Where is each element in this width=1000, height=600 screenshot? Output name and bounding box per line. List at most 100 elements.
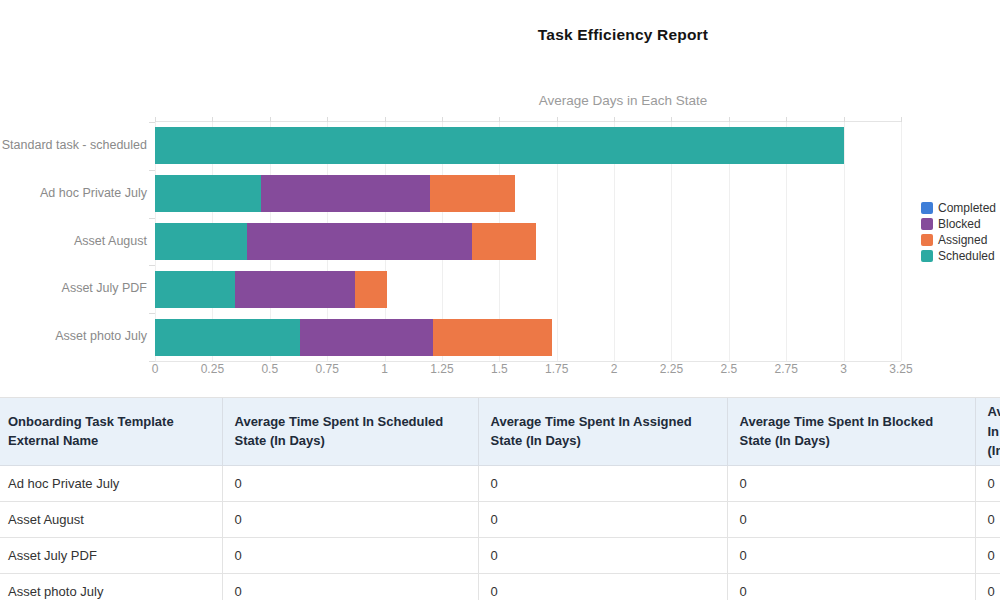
table-row: Asset July PDF0000	[0, 537, 1000, 573]
axis-tick	[149, 122, 155, 123]
bar-segment[interactable]	[261, 175, 431, 212]
x-axis-tick-label: 3.25	[889, 362, 912, 376]
bar-segment[interactable]	[235, 271, 354, 308]
legend-swatch	[921, 250, 933, 262]
x-axis-tick-label: 0	[152, 362, 159, 376]
value-cell: 0	[727, 465, 975, 501]
axis-tick	[270, 117, 271, 122]
x-axis-tick-label: 0.25	[201, 362, 224, 376]
bar-segment[interactable]	[155, 223, 247, 260]
category-label: Asset August	[74, 233, 147, 249]
axis-tick	[149, 265, 155, 266]
bar-segment[interactable]	[155, 175, 261, 212]
table-row: Asset photo July0000	[0, 573, 1000, 600]
axis-tick	[614, 117, 615, 122]
legend-label: Blocked	[938, 217, 981, 231]
x-axis-tick-label: 3	[840, 362, 847, 376]
table-header-row: Onboarding Task Template External NameAv…	[0, 398, 1000, 465]
x-axis-tick-label: 0.5	[261, 362, 278, 376]
value-cell: 0	[975, 573, 1000, 600]
legend-label: Scheduled	[938, 249, 995, 263]
x-axis-tick-label: 2.75	[775, 362, 798, 376]
bar-segment[interactable]	[247, 223, 472, 260]
chart-title: Average Days in Each State	[246, 93, 1000, 108]
table-header-cell: Onboarding Task Template External Name	[0, 398, 222, 465]
legend-swatch	[921, 218, 933, 230]
value-cell: 0	[222, 501, 478, 537]
legend-label: Completed	[938, 201, 996, 215]
axis-tick	[786, 117, 787, 122]
value-cell: 0	[975, 501, 1000, 537]
axis-tick	[155, 117, 156, 122]
task-name-cell: Asset August	[0, 501, 222, 537]
bar-segment[interactable]	[155, 271, 235, 308]
axis-tick	[149, 170, 155, 171]
axis-tick	[671, 117, 672, 122]
value-cell: 0	[975, 537, 1000, 573]
value-cell: 0	[727, 501, 975, 537]
table-row: Asset August0000	[0, 501, 1000, 537]
axis-tick	[149, 313, 155, 314]
value-cell: 0	[975, 465, 1000, 501]
axis-tick	[499, 117, 500, 122]
category-label: Asset July PDF	[62, 280, 147, 296]
axis-tick	[901, 117, 902, 122]
bar-segment[interactable]	[155, 319, 300, 356]
axis-tick	[557, 117, 558, 122]
axis-tick	[212, 117, 213, 122]
bar-segment[interactable]	[355, 271, 387, 308]
x-axis-tick-label: 1.5	[491, 362, 508, 376]
value-cell: 0	[727, 573, 975, 600]
task-name-cell: Asset July PDF	[0, 537, 222, 573]
x-axis-tick-label: 1.25	[430, 362, 453, 376]
gridline	[901, 122, 902, 361]
value-cell: 0	[478, 573, 727, 600]
axis-tick	[442, 117, 443, 122]
value-cell: 0	[727, 537, 975, 573]
legend-item[interactable]: Completed	[921, 200, 996, 216]
axis-tick	[729, 117, 730, 122]
table-header-cell: Average Time Spent In Scheduled State (I…	[222, 398, 478, 465]
x-axis-tick-label: 1	[381, 362, 388, 376]
axis-tick	[844, 117, 845, 122]
report-table: Onboarding Task Template External NameAv…	[0, 398, 1000, 600]
table-header-cell: Average Time Spent In Completed State (I…	[975, 398, 1000, 465]
bar-segment[interactable]	[155, 127, 844, 164]
bar-segment[interactable]	[472, 223, 536, 260]
value-cell: 0	[222, 573, 478, 600]
category-label: Ad hoc Private July	[40, 185, 147, 201]
category-label: Standard task - scheduled	[2, 137, 147, 153]
table-row: Ad hoc Private July0000	[0, 465, 1000, 501]
x-axis-tick-label: 2.5	[721, 362, 738, 376]
legend-item[interactable]: Blocked	[921, 216, 996, 232]
bar-segment[interactable]	[430, 175, 515, 212]
x-axis-tick-label: 2	[611, 362, 618, 376]
value-cell: 0	[478, 537, 727, 573]
value-cell: 0	[222, 465, 478, 501]
axis-tick	[149, 218, 155, 219]
task-efficiency-report-page: Task Efficiency Report Average Days in E…	[0, 0, 1000, 600]
legend-label: Assigned	[938, 233, 987, 247]
task-name-cell: Ad hoc Private July	[0, 465, 222, 501]
x-axis-tick-label: 1.75	[545, 362, 568, 376]
bar-segment[interactable]	[300, 319, 433, 356]
report-table-container: Onboarding Task Template External NameAv…	[0, 397, 1000, 600]
value-cell: 0	[222, 537, 478, 573]
value-cell: 0	[478, 501, 727, 537]
x-axis-tick-label: 0.75	[315, 362, 338, 376]
table-header-cell: Average Time Spent In Assigned State (In…	[478, 398, 727, 465]
legend-item[interactable]: Assigned	[921, 232, 996, 248]
legend-swatch	[921, 202, 933, 214]
value-cell: 0	[478, 465, 727, 501]
task-name-cell: Asset photo July	[0, 573, 222, 600]
x-axis-tick-label: 2.25	[660, 362, 683, 376]
axis-tick	[385, 117, 386, 122]
category-label: Asset photo July	[55, 328, 147, 344]
legend-item[interactable]: Scheduled	[921, 248, 996, 264]
gridline	[844, 122, 845, 361]
chart-plot-area	[155, 121, 901, 362]
legend-swatch	[921, 234, 933, 246]
bar-segment[interactable]	[433, 319, 552, 356]
chart-legend: Completed Blocked Assigned Scheduled	[921, 200, 996, 264]
report-title: Task Efficiency Report	[246, 26, 1000, 44]
